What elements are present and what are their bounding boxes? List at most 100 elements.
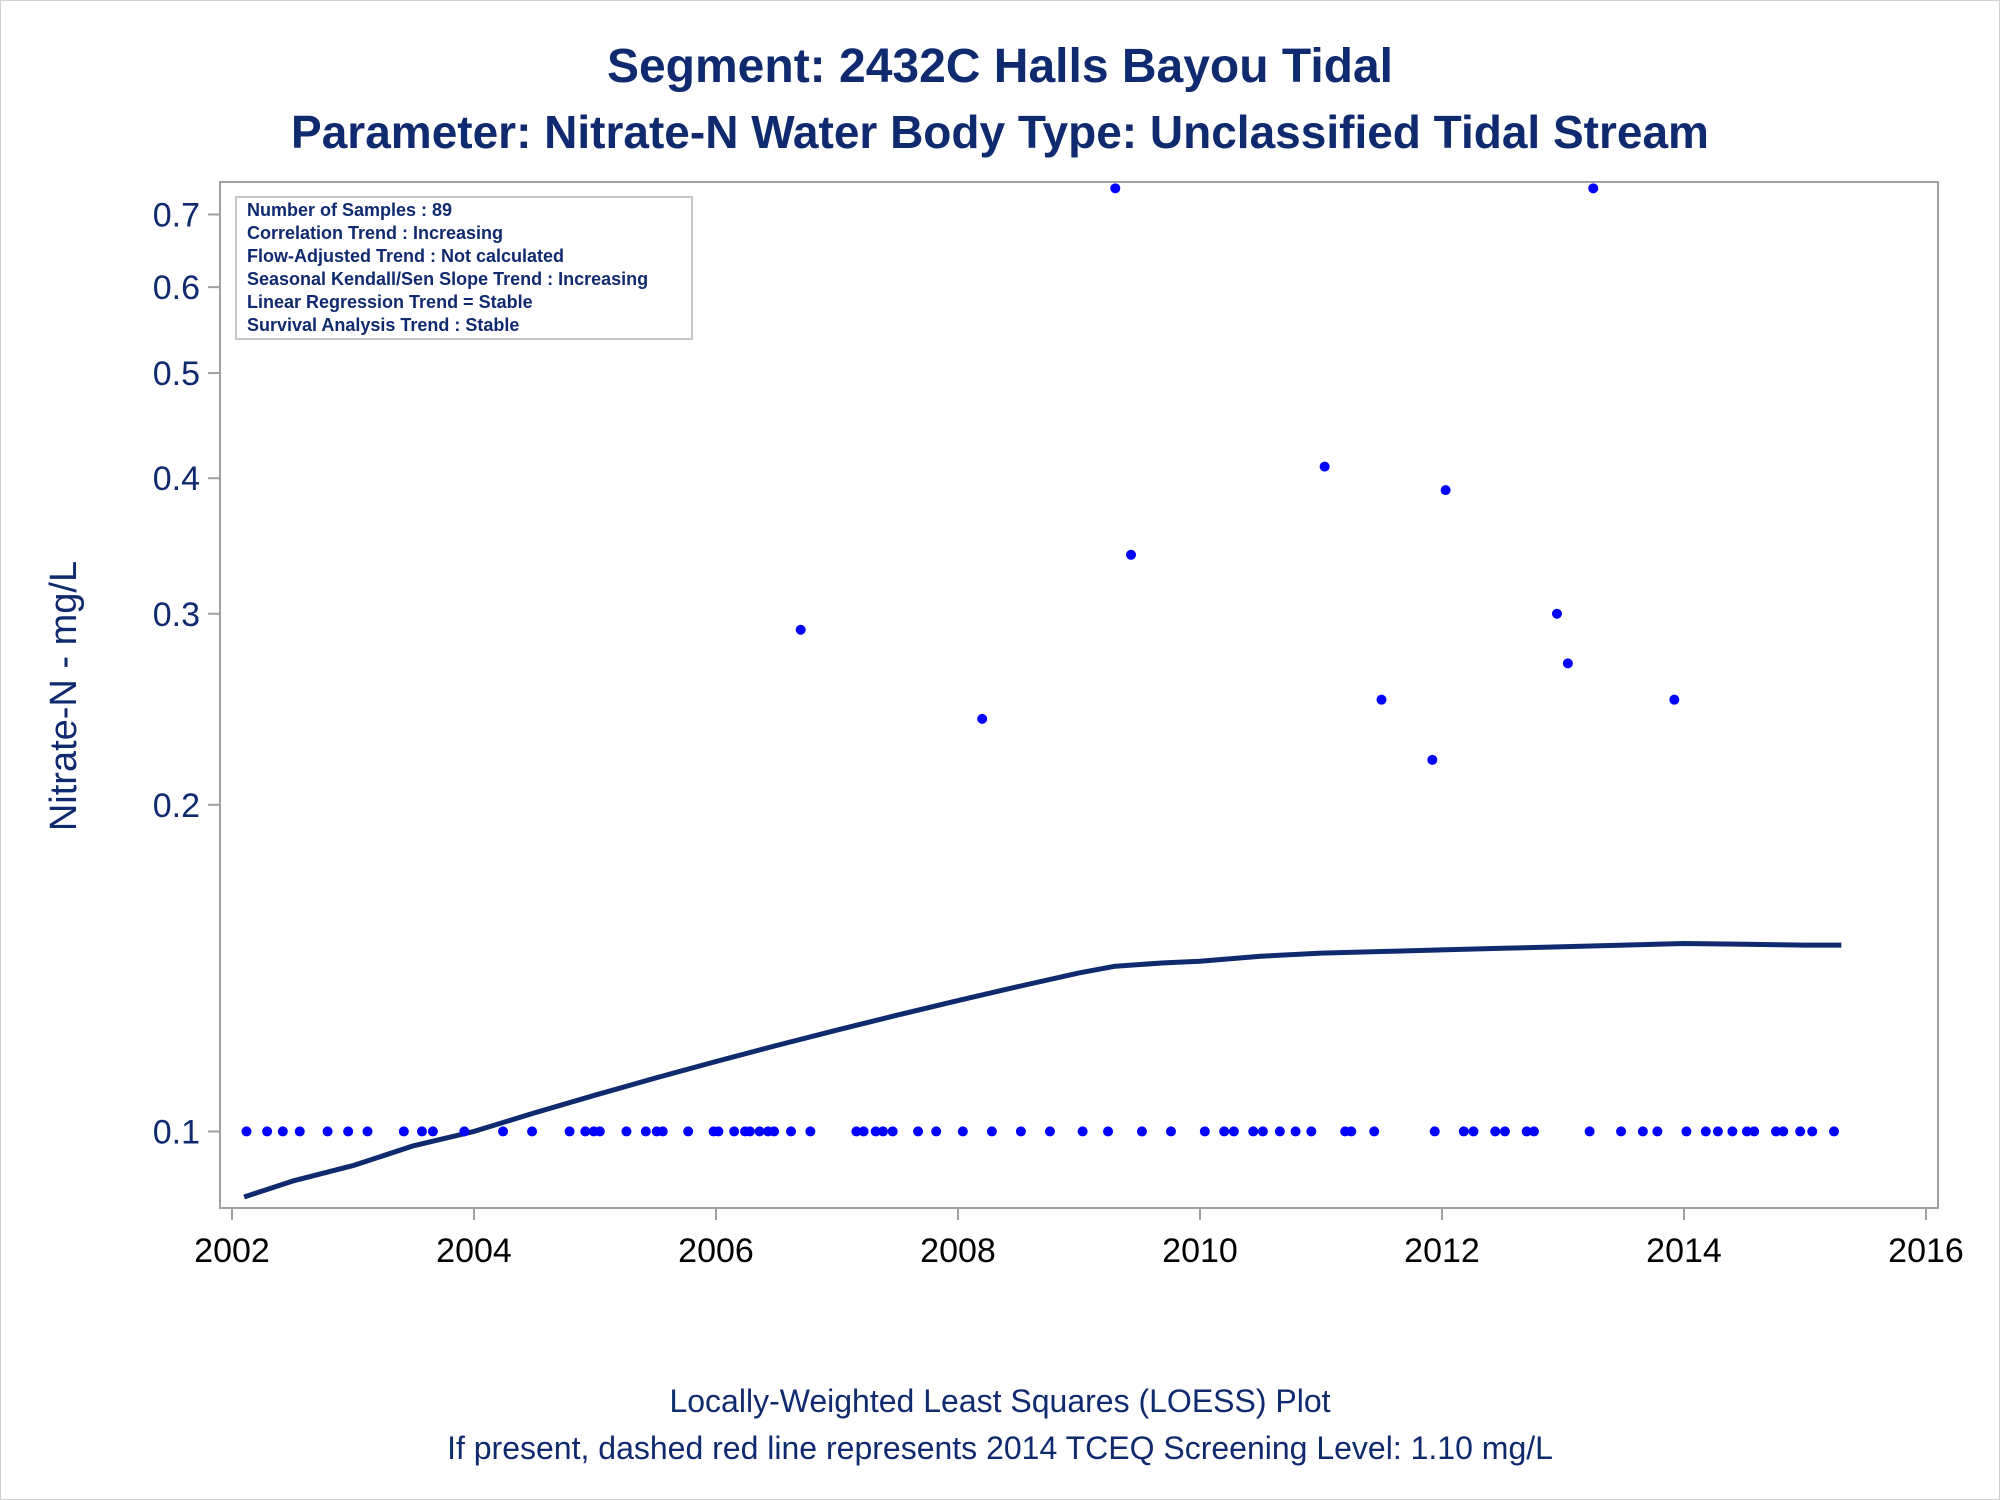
y-tick-label: 0.3 <box>153 596 200 634</box>
sample-point <box>786 1126 797 1137</box>
sample-point <box>241 1126 252 1137</box>
sample-point <box>1165 1126 1176 1137</box>
sample-point <box>1440 485 1451 496</box>
sample-point <box>887 1126 898 1137</box>
x-tick-label: 2008 <box>920 1232 996 1270</box>
sample-point <box>1228 1126 1239 1137</box>
sample-point <box>1807 1126 1818 1137</box>
sample-point <box>1727 1126 1738 1137</box>
sample-point <box>1528 1126 1539 1137</box>
sample-point <box>729 1126 740 1137</box>
sample-point <box>713 1126 724 1137</box>
sample-point <box>398 1126 409 1137</box>
sample-point <box>1458 1126 1469 1137</box>
y-tick-label: 0.6 <box>153 269 200 307</box>
sample-point <box>1829 1126 1840 1137</box>
sample-point <box>564 1126 575 1137</box>
sample-point <box>1669 694 1680 705</box>
sample-point <box>1652 1126 1663 1137</box>
sample-point <box>427 1126 438 1137</box>
sample-point <box>744 1126 755 1137</box>
sample-point <box>343 1126 354 1137</box>
sample-point <box>527 1126 538 1137</box>
chart-title: Segment: 2432C Halls Bayou Tidal <box>607 40 1393 93</box>
y-axis: 0.1 0.2 0.3 0.4 0.5 0.6 0.7 <box>153 197 220 1151</box>
sample-point <box>1376 694 1387 705</box>
sample-point <box>769 1126 780 1137</box>
loess-line <box>243 941 1842 1200</box>
sample-point <box>986 1126 997 1137</box>
x-tick-label: 2006 <box>678 1232 754 1270</box>
sample-point <box>640 1126 651 1137</box>
sample-point <box>1136 1126 1147 1137</box>
sample-point <box>277 1126 288 1137</box>
sample-point <box>1551 608 1562 619</box>
sample-point <box>1044 1126 1055 1137</box>
sample-point <box>657 1126 668 1137</box>
sample-point <box>870 1126 881 1137</box>
y-tick-label: 0.2 <box>153 787 200 825</box>
sample-point <box>1770 1126 1781 1137</box>
sample-point <box>416 1126 427 1137</box>
sample-point <box>805 1126 816 1137</box>
sample-point <box>795 624 806 635</box>
sample-point <box>1562 658 1573 669</box>
footnote-2: If present, dashed red line represents 2… <box>447 1430 1553 1466</box>
sample-point <box>1427 754 1438 765</box>
sample-point <box>957 1126 968 1137</box>
sample-point <box>1274 1126 1285 1137</box>
sample-point <box>1499 1126 1510 1137</box>
sample-point <box>754 1126 765 1137</box>
sample-point <box>498 1126 509 1137</box>
sample-point <box>913 1126 924 1137</box>
sample-point <box>858 1126 869 1137</box>
sample-point <box>1490 1126 1501 1137</box>
sample-point <box>1346 1126 1357 1137</box>
sample-point <box>1319 461 1330 472</box>
sample-point <box>1468 1126 1479 1137</box>
sample-point <box>1741 1126 1752 1137</box>
sample-point <box>294 1126 305 1137</box>
sample-point <box>621 1126 632 1137</box>
x-tick-label: 2010 <box>1162 1232 1238 1270</box>
x-tick-label: 2016 <box>1888 1232 1964 1270</box>
sample-point <box>1219 1126 1230 1137</box>
sample-point <box>931 1126 942 1137</box>
sample-point <box>1795 1126 1806 1137</box>
sample-point <box>594 1126 605 1137</box>
sample-point <box>322 1126 333 1137</box>
sample-point <box>580 1126 591 1137</box>
chart-subtitle: Parameter: Nitrate-N Water Body Type: Un… <box>291 106 1709 158</box>
sample-point <box>1778 1126 1789 1137</box>
sample-point <box>1681 1126 1692 1137</box>
sample-point <box>459 1126 470 1137</box>
x-axis: 2002 2004 2006 2008 2010 2012 2014 2016 <box>194 1208 1964 1270</box>
x-tick-label: 2004 <box>436 1232 512 1270</box>
sample-point <box>1306 1126 1317 1137</box>
sample-point <box>362 1126 373 1137</box>
sample-point <box>1712 1126 1723 1137</box>
stats-line: Correlation Trend : Increasing <box>247 223 503 243</box>
sample-point <box>851 1126 862 1137</box>
x-tick-label: 2002 <box>194 1232 270 1270</box>
sample-point <box>1257 1126 1268 1137</box>
sample-point <box>1588 183 1599 194</box>
sample-point <box>1248 1126 1259 1137</box>
sample-point <box>1749 1126 1760 1137</box>
stats-lines: Number of Samples : 89 Correlation Trend … <box>247 200 648 335</box>
y-tick-label: 0.7 <box>153 197 200 235</box>
y-tick-label: 0.1 <box>153 1113 200 1151</box>
sample-point <box>1521 1126 1532 1137</box>
stats-box <box>235 196 693 340</box>
x-tick-label: 2014 <box>1646 1232 1722 1270</box>
y-axis-label: Nitrate-N - mg/L <box>43 561 85 831</box>
sample-point <box>1126 549 1137 560</box>
sample-point <box>1429 1126 1440 1137</box>
sample-point <box>262 1126 273 1137</box>
y-tick-label: 0.4 <box>153 460 200 498</box>
sample-point <box>977 713 988 724</box>
stats-line: Number of Samples : 89 <box>247 200 452 220</box>
stats-line: Linear Regression Trend = Stable <box>247 292 533 312</box>
sample-point <box>1637 1126 1648 1137</box>
